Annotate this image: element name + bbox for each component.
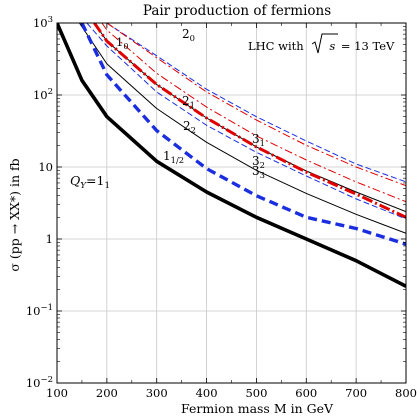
y-tick-label: 10−2: [26, 375, 53, 390]
annotation-radicand: s: [329, 39, 335, 53]
x-tick-label: 800: [395, 386, 417, 400]
series-label: 10: [116, 35, 128, 51]
annotation-suffix: = 13 TeV: [337, 39, 395, 53]
x-tick-label: 300: [146, 386, 168, 400]
x-tick-label: 200: [96, 386, 118, 400]
lhc-energy-annotation: LHC with s = 13 TeV: [248, 33, 395, 54]
annotation-prefix: LHC with: [248, 39, 307, 53]
series-label: QY=11: [70, 173, 110, 191]
series-line: [93, 23, 406, 219]
x-tick-label: 100: [46, 386, 68, 400]
series-label: 11/2: [163, 149, 184, 165]
x-tick-label: 500: [245, 386, 267, 400]
chart-title: Pair production of fermions: [143, 3, 331, 19]
y-tick-label: 103: [33, 15, 53, 30]
series-line: [101, 23, 406, 203]
y-tick-label: 102: [33, 87, 53, 102]
svg-text:LHC with s = 13 TeV: LHC with s = 13 TeV: [248, 39, 395, 53]
series-label: 22: [183, 119, 196, 135]
series-line: [80, 23, 406, 246]
series-line: [78, 23, 406, 234]
series-layer: [57, 23, 406, 288]
series-label: 33: [252, 164, 265, 180]
y-axis-title: σ (pp → XX*) in fb: [7, 158, 22, 271]
series-line: [106, 23, 406, 187]
series-label: 21: [182, 94, 195, 110]
x-tick-label: 400: [196, 386, 218, 400]
tick-layer: 100 200 300 400 500 600 700 800 10−2 10−1 1 10 102 10…: [26, 15, 417, 400]
series-label: 32: [252, 154, 265, 170]
series-line: [57, 23, 406, 288]
y-tick-label: 10: [38, 160, 53, 174]
series-line: [86, 23, 406, 220]
x-tick-label: 700: [345, 386, 367, 400]
y-tick-label: 1: [46, 232, 53, 246]
sqrt-sign: [311, 33, 338, 54]
x-axis-title: Fermion mass M in GeV: [181, 401, 334, 416]
series-label: 20: [182, 27, 195, 43]
y-tick-label: 10−1: [26, 303, 53, 318]
x-tick-label: 600: [295, 386, 317, 400]
series-label: 31: [252, 132, 265, 148]
series-line: [106, 23, 406, 183]
